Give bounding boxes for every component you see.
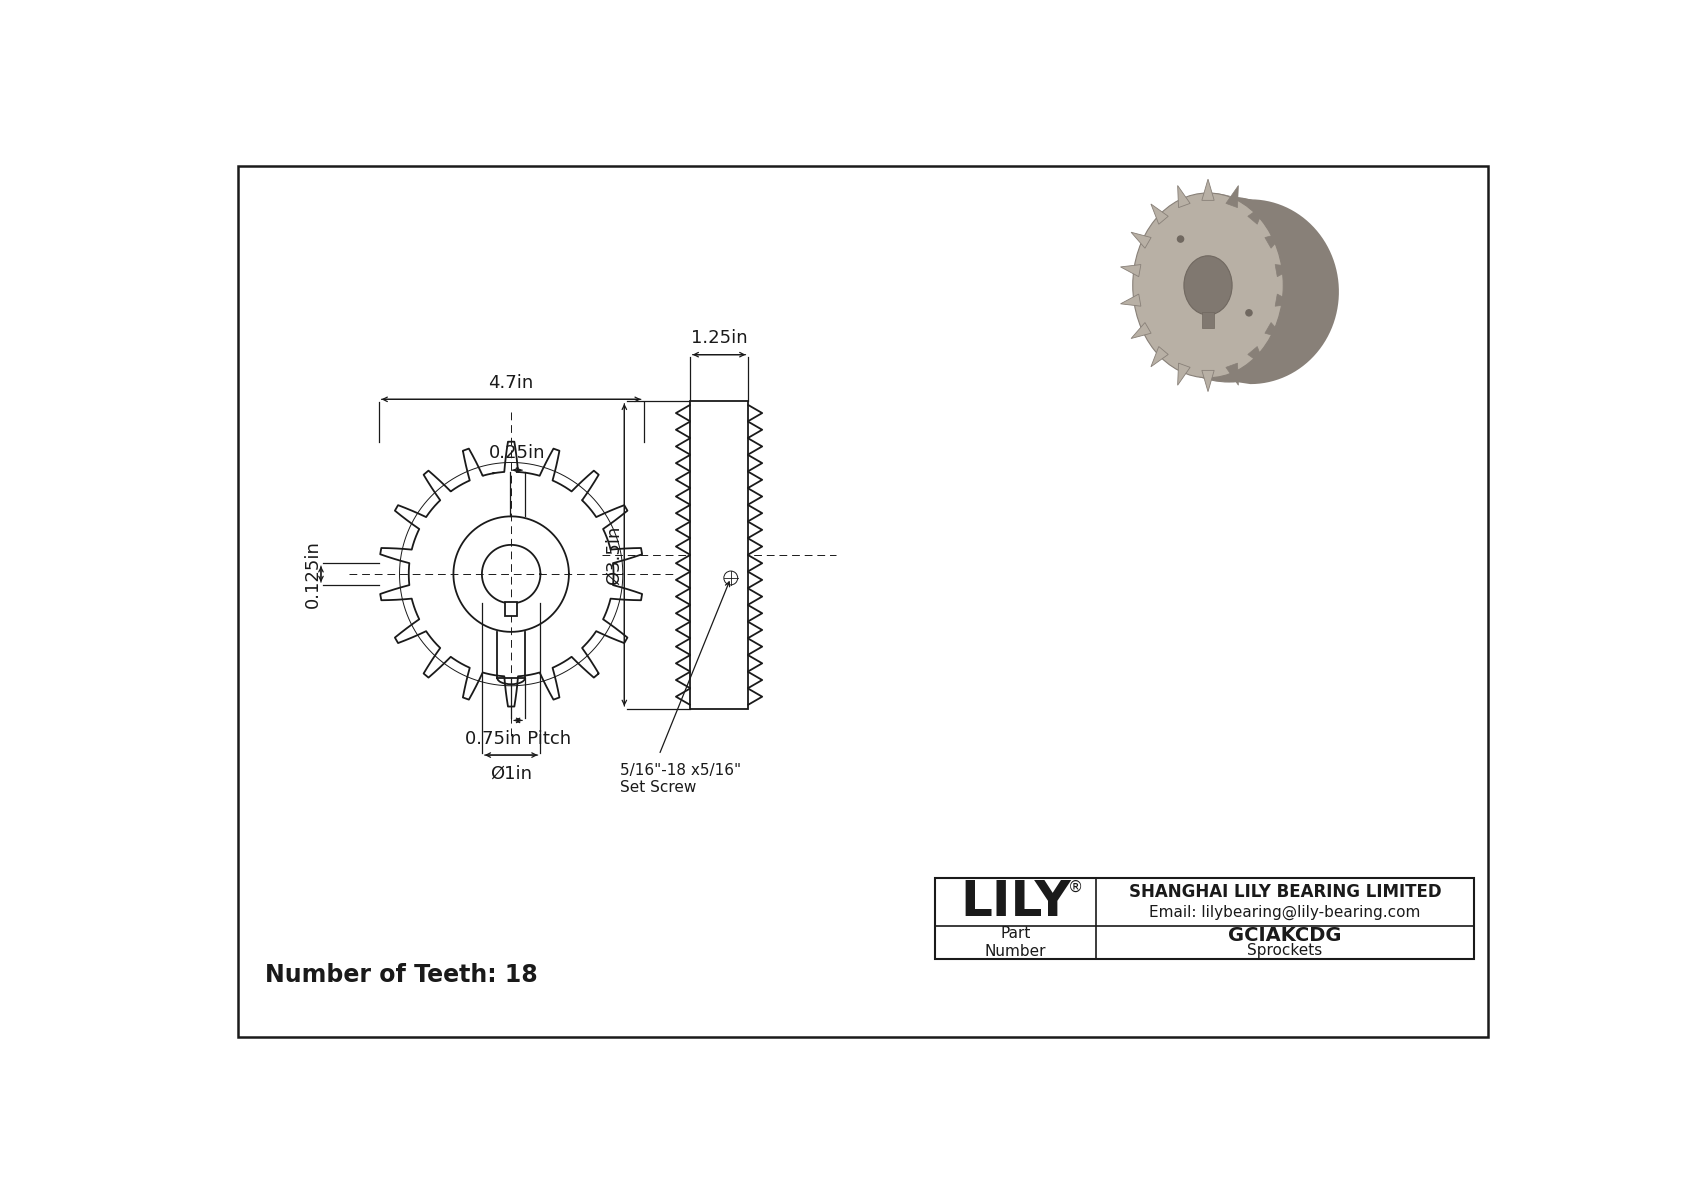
Polygon shape <box>1120 264 1140 276</box>
Text: GCIAKCDG: GCIAKCDG <box>1228 925 1342 944</box>
Polygon shape <box>1265 323 1285 338</box>
Ellipse shape <box>1133 193 1283 378</box>
Polygon shape <box>1275 264 1295 276</box>
Polygon shape <box>1132 323 1152 338</box>
Polygon shape <box>1132 232 1152 248</box>
Polygon shape <box>1150 204 1169 224</box>
Bar <box>935 878 1474 959</box>
Text: Number of Teeth: 18: Number of Teeth: 18 <box>264 962 537 986</box>
Polygon shape <box>1226 363 1238 385</box>
Bar <box>1202 312 1214 329</box>
Text: LILY: LILY <box>960 878 1071 927</box>
Polygon shape <box>1248 204 1265 224</box>
Text: 0.125in: 0.125in <box>305 541 322 609</box>
Text: Part
Number: Part Number <box>985 927 1046 959</box>
Text: Sprockets: Sprockets <box>1248 943 1322 959</box>
Polygon shape <box>1120 294 1140 306</box>
Text: 4.7in: 4.7in <box>488 374 534 392</box>
Bar <box>690 401 748 709</box>
Text: Ø1in: Ø1in <box>490 765 532 782</box>
Bar <box>505 601 517 616</box>
Circle shape <box>1177 236 1184 242</box>
Polygon shape <box>1248 347 1265 367</box>
Text: SHANGHAI LILY BEARING LIMITED: SHANGHAI LILY BEARING LIMITED <box>1128 883 1442 900</box>
Text: 5/16"-18 x5/16": 5/16"-18 x5/16" <box>620 762 741 778</box>
Text: 0.75in Pitch: 0.75in Pitch <box>465 730 571 748</box>
Polygon shape <box>1150 347 1169 367</box>
Polygon shape <box>1177 363 1191 385</box>
Polygon shape <box>1177 186 1191 207</box>
Circle shape <box>1246 310 1251 316</box>
Ellipse shape <box>1184 256 1233 314</box>
Ellipse shape <box>1140 198 1319 382</box>
Polygon shape <box>1202 179 1214 200</box>
Text: Ø3.5in: Ø3.5in <box>605 525 623 585</box>
Text: Set Screw: Set Screw <box>620 780 697 794</box>
Text: ®: ® <box>1068 880 1083 894</box>
Polygon shape <box>1275 294 1295 306</box>
Text: 0.25in: 0.25in <box>488 444 546 462</box>
Polygon shape <box>1202 370 1214 392</box>
Polygon shape <box>1265 232 1285 248</box>
Text: Email: lilybearing@lily-bearing.com: Email: lilybearing@lily-bearing.com <box>1148 905 1421 921</box>
Polygon shape <box>1207 193 1339 385</box>
Polygon shape <box>1226 186 1238 207</box>
Text: 1.25in: 1.25in <box>690 329 748 347</box>
